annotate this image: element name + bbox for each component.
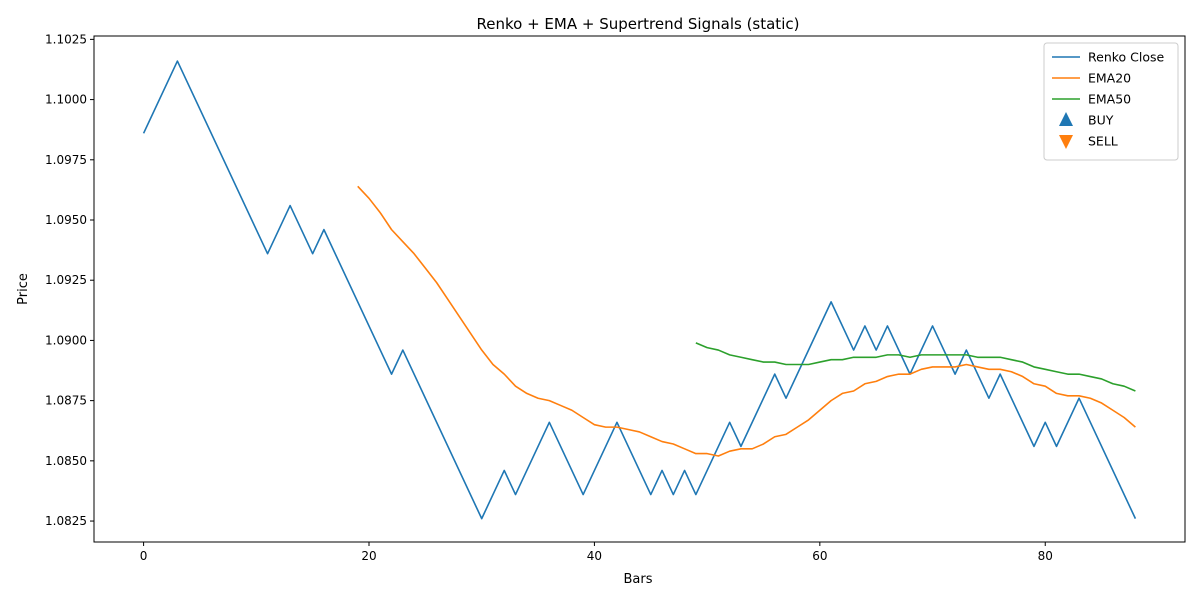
- x-tick-label: 20: [361, 549, 376, 563]
- x-tick-label: 40: [587, 549, 602, 563]
- y-tick-label: 1.0875: [45, 394, 87, 408]
- legend-label-ema20: EMA20: [1088, 71, 1131, 86]
- legend-marker-sell: [1059, 135, 1073, 149]
- x-tick-label: 60: [812, 549, 827, 563]
- x-tick-label: 0: [140, 549, 148, 563]
- legend-marker-buy: [1059, 112, 1073, 126]
- x-axis-label: Bars: [623, 572, 652, 587]
- axes-layer: 0 20 40 60 80 1.0825 1.0850 1.0875 1.0900 1.0925 1…: [45, 32, 1186, 563]
- y-axis-label: Price: [16, 273, 31, 305]
- series-line-ema50: [695, 342, 1136, 392]
- y-tick-label: 1.0950: [45, 213, 87, 227]
- legend-box: [1043, 42, 1179, 161]
- y-tick-label: 1.0850: [45, 454, 87, 468]
- series-line-renko-close: [142, 60, 1137, 520]
- legend: Renko Close EMA20 EMA50 BUY SELL: [1043, 42, 1179, 161]
- plot-frame: [93, 35, 1186, 543]
- legend-label-sell: SELL: [1088, 134, 1118, 149]
- x-tick-label: 80: [1038, 549, 1053, 563]
- series-line-ema20: [357, 185, 1136, 457]
- y-tick-label: 1.0975: [45, 153, 87, 167]
- y-tick-label: 1.0925: [45, 273, 87, 287]
- chart-title: Renko + EMA + Supertrend Signals (static…: [477, 15, 800, 33]
- y-tick-label: 1.1000: [45, 93, 87, 107]
- y-tick-label: 1.0900: [45, 333, 87, 347]
- legend-label-buy: BUY: [1088, 113, 1114, 128]
- y-tick-label: 1.0825: [45, 514, 87, 528]
- legend-label-ema50: EMA50: [1088, 92, 1131, 107]
- series-layer: [142, 60, 1137, 520]
- y-tick-label: 1.1025: [45, 32, 87, 46]
- legend-label-renko-close: Renko Close: [1088, 50, 1165, 65]
